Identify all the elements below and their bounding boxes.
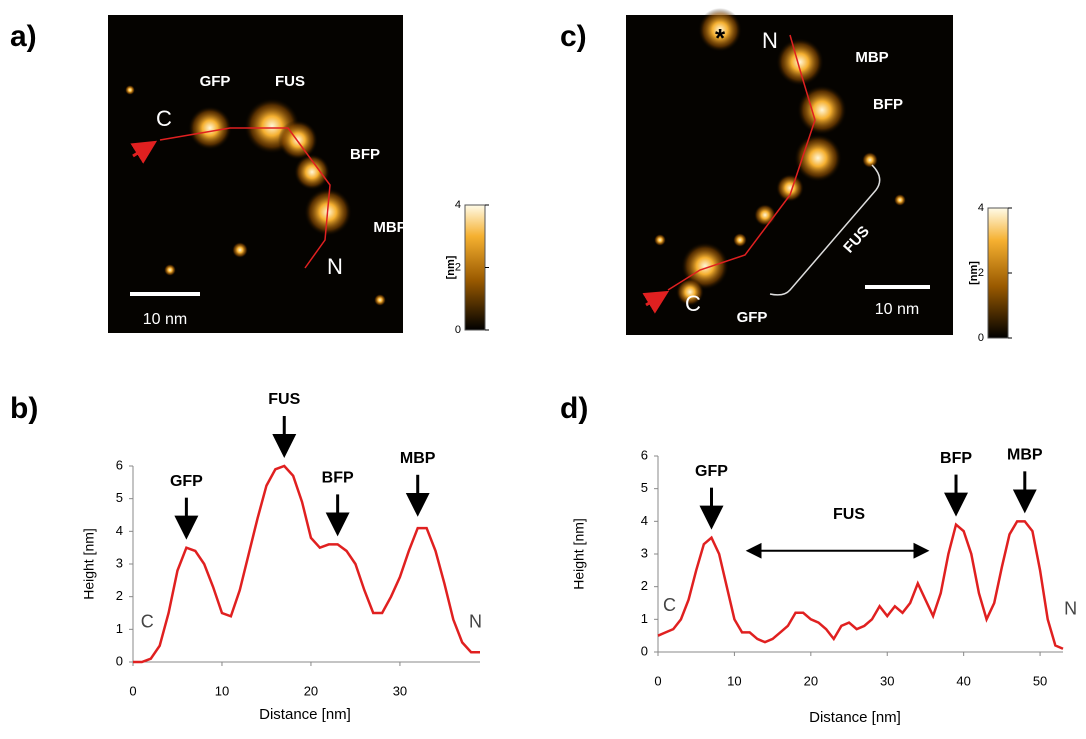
x-tick-label: 10 (215, 683, 229, 698)
y-tick-label: 0 (116, 653, 123, 668)
label: FUS (275, 73, 305, 90)
blob (188, 106, 232, 150)
panel-label: a) (10, 20, 37, 53)
colorbar-tick-label: 0 (455, 324, 461, 336)
blob (278, 120, 318, 160)
y-tick-label: 3 (116, 555, 123, 570)
trace-arrow (642, 290, 670, 314)
bracket (769, 164, 881, 296)
y-tick-label: 6 (116, 457, 123, 472)
line (133, 464, 480, 664)
x-axis-label: Distance [nm] (809, 709, 901, 726)
x-tick-label: 30 (393, 683, 407, 698)
trace (159, 127, 331, 269)
label: N (327, 254, 343, 279)
x-tick-label: 10 (727, 673, 741, 688)
annotation: GFP (170, 473, 203, 490)
label: 10 nm (875, 301, 919, 318)
x-tick-label: 50 (1033, 673, 1047, 688)
blob (676, 278, 704, 306)
y-tick-label: 5 (641, 480, 648, 495)
x-tick-label: 30 (880, 673, 894, 688)
y-tick-label: 3 (641, 545, 648, 560)
label: 10 nm (143, 311, 187, 328)
label: C (156, 106, 172, 131)
x-tick-label: 20 (304, 683, 318, 698)
annotation: BFP (940, 450, 972, 467)
blob (164, 264, 176, 276)
annotation: MBP (400, 450, 436, 467)
blob (797, 85, 847, 135)
colorbar-tick-label: 4 (455, 199, 461, 211)
blob (776, 38, 824, 86)
blob (862, 152, 878, 168)
x-axis-label: Distance [nm] (259, 706, 351, 723)
annotation: C (141, 612, 154, 632)
trace (667, 34, 816, 291)
label: N (762, 28, 778, 53)
y-axis-label: Height [nm] (571, 518, 587, 590)
colorbar-tick-label: 2 (978, 267, 984, 279)
colorbar (464, 204, 486, 331)
y-tick-label: 2 (641, 578, 648, 593)
y-tick-label: 1 (641, 611, 648, 626)
label: C (685, 291, 701, 316)
y-tick-label: 0 (641, 643, 648, 658)
label: * (715, 23, 726, 53)
x-tick-label: 20 (804, 673, 818, 688)
y-tick-label: 5 (116, 490, 123, 505)
colorbar (987, 207, 1009, 339)
label: GFP (200, 73, 231, 90)
colorbar-tick-label: 4 (978, 202, 984, 214)
blob (794, 134, 842, 182)
blob (733, 233, 747, 247)
annotation: N (1064, 598, 1077, 618)
label: BFP (873, 96, 903, 113)
x-tick-label: 40 (956, 673, 970, 688)
blob (894, 194, 906, 206)
panel-label: d) (560, 392, 588, 425)
panel-label: b) (10, 392, 38, 425)
label: MBP (373, 219, 406, 236)
colorbar-tick-label: 0 (978, 332, 984, 344)
label: BFP (350, 146, 380, 163)
blob (125, 85, 135, 95)
blob (654, 234, 666, 246)
y-tick-label: 2 (116, 588, 123, 603)
x-tick-label: 0 (129, 683, 136, 698)
annotation: BFP (322, 470, 354, 487)
blob (776, 174, 804, 202)
annotation: N (469, 612, 482, 632)
colorbar-label: [nm] (445, 255, 457, 279)
blob (294, 154, 330, 190)
y-tick-label: 4 (641, 513, 648, 528)
blob (754, 204, 776, 226)
afm-image (108, 15, 403, 333)
y-tick-label: 4 (116, 523, 123, 538)
label: MBP (855, 49, 888, 66)
colorbar-label: [nm] (968, 261, 980, 285)
annotation: GFP (695, 463, 728, 480)
label: GFP (737, 309, 768, 326)
colorbar-tick-label: 2 (455, 261, 461, 273)
annotation: MBP (1007, 447, 1043, 464)
y-tick-label: 1 (116, 621, 123, 636)
y-axis-label: Height [nm] (81, 528, 97, 600)
annotation: FUS (268, 391, 300, 408)
annotation: C (663, 595, 676, 615)
blob (232, 242, 248, 258)
line (657, 520, 1064, 650)
y-tick-label: 6 (641, 447, 648, 462)
trace-arrow (130, 140, 158, 164)
panel-label: c) (560, 20, 587, 53)
x-tick-label: 0 (654, 673, 661, 688)
annotation: FUS (833, 506, 865, 523)
blob (698, 8, 742, 52)
blob (374, 294, 386, 306)
blob (681, 242, 729, 290)
